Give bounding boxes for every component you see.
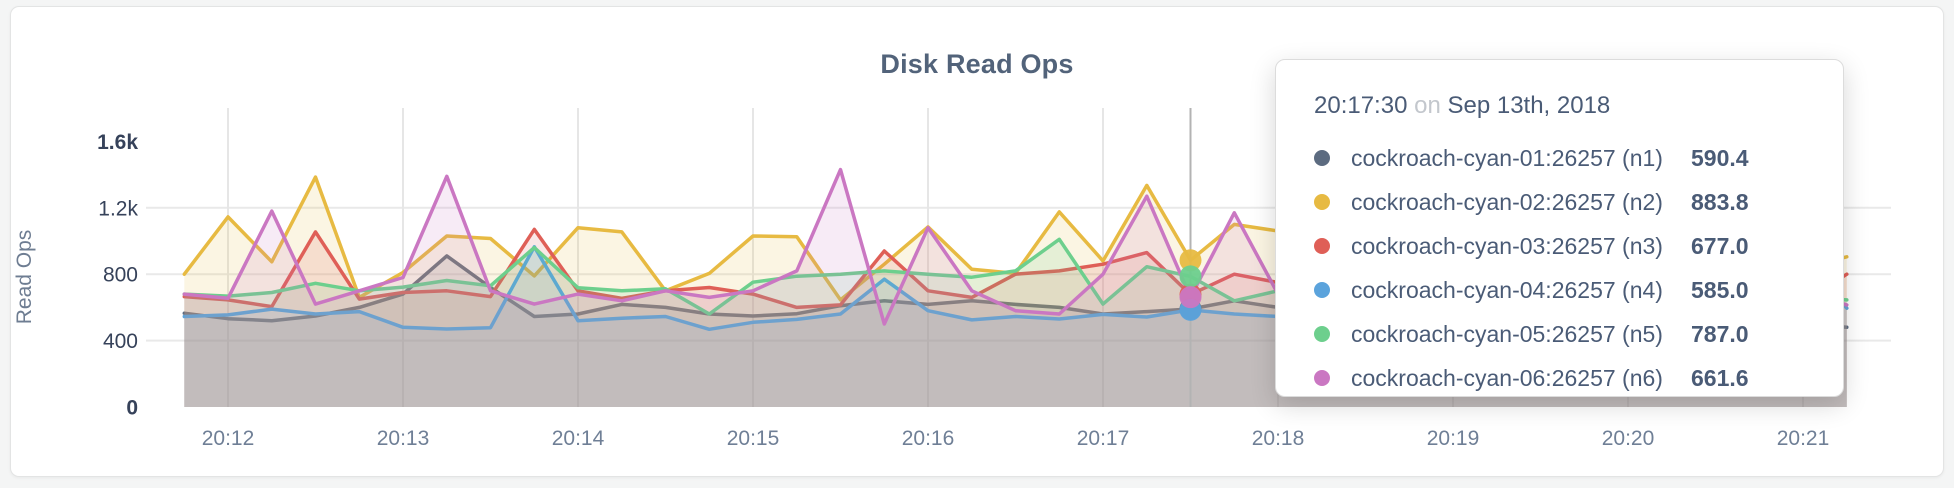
x-tick-label: 20:12: [202, 427, 255, 450]
series-value: 787.0: [1691, 320, 1749, 347]
y-tick-label: 1.6k: [97, 131, 138, 154]
series-color-dot: [1314, 194, 1330, 210]
y-tick-label: 400: [103, 330, 138, 353]
highlight-dot[interactable]: [1179, 265, 1202, 288]
series-value: 590.4: [1691, 144, 1749, 171]
tooltip-rows: cockroach-cyan-01:26257 (n1) 590.4 cockroa…: [1312, 136, 1807, 400]
series-color-dot: [1314, 282, 1330, 298]
chart-tooltip: 20:17:30 on Sep 13th, 2018 cockroach-cya…: [1275, 59, 1844, 397]
x-tick-label: 20:17: [1077, 427, 1130, 450]
tooltip-header: 20:17:30 on Sep 13th, 2018: [1312, 92, 1807, 120]
highlight-dot[interactable]: [1179, 249, 1202, 272]
y-tick-label: 0: [126, 397, 138, 420]
highlight-dot[interactable]: [1179, 286, 1202, 309]
tooltip-row: cockroach-cyan-03:26257 (n3) 677.0: [1312, 224, 1807, 268]
y-tick-label: 1.2k: [98, 197, 138, 220]
series-value: 883.8: [1691, 188, 1749, 215]
series-name: cockroach-cyan-06:26257 (n6): [1351, 364, 1663, 391]
tooltip-row: cockroach-cyan-01:26257 (n1) 590.4: [1312, 136, 1807, 180]
tooltip-row: cockroach-cyan-05:26257 (n5) 787.0: [1312, 312, 1807, 356]
y-tick-label: 800: [103, 264, 138, 287]
x-tick-label: 20:19: [1427, 427, 1480, 450]
series-name: cockroach-cyan-04:26257 (n4): [1351, 276, 1663, 303]
x-tick-label: 20:21: [1777, 427, 1830, 450]
tooltip-row: cockroach-cyan-04:26257 (n4) 585.0: [1312, 268, 1807, 312]
chart-card: Disk Read Ops Read Ops 1.6k 1.2k 800 400 0 20…: [10, 6, 1944, 477]
series-value: 585.0: [1691, 276, 1749, 303]
x-tick-label: 20:14: [552, 427, 605, 450]
series-color-dot: [1314, 150, 1330, 166]
series-color-dot: [1314, 370, 1330, 386]
tooltip-conjunction: on: [1414, 92, 1441, 119]
x-tick-label: 20:13: [377, 427, 430, 450]
series-name: cockroach-cyan-02:26257 (n2): [1351, 188, 1663, 215]
x-tick-label: 20:15: [727, 427, 780, 450]
x-tick-label: 20:16: [902, 427, 955, 450]
tooltip-time: 20:17:30: [1314, 92, 1408, 119]
series-name: cockroach-cyan-01:26257 (n1): [1351, 144, 1663, 171]
series-value: 677.0: [1691, 232, 1749, 259]
tooltip-date: Sep 13th, 2018: [1447, 92, 1611, 119]
x-tick-label: 20:20: [1602, 427, 1655, 450]
tooltip-row: cockroach-cyan-06:26257 (n6) 661.6: [1312, 356, 1807, 400]
tooltip-row: cockroach-cyan-02:26257 (n2) 883.8: [1312, 180, 1807, 224]
series-name: cockroach-cyan-05:26257 (n5): [1351, 320, 1663, 347]
x-tick-label: 20:18: [1252, 427, 1305, 450]
series-color-dot: [1314, 238, 1330, 254]
series-name: cockroach-cyan-03:26257 (n3): [1351, 232, 1663, 259]
series-color-dot: [1314, 326, 1330, 342]
series-value: 661.6: [1691, 364, 1749, 391]
chart-title: Disk Read Ops: [880, 49, 1074, 79]
